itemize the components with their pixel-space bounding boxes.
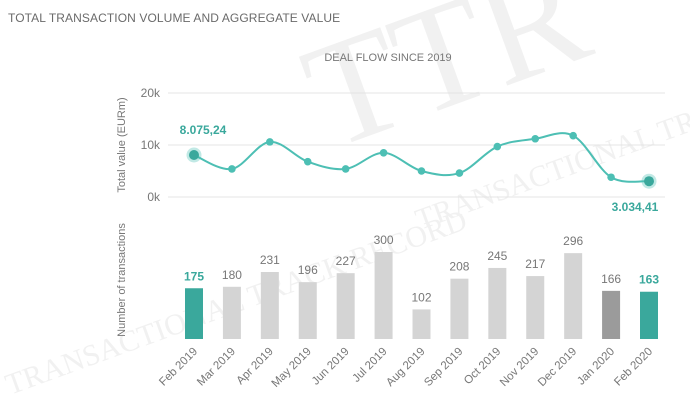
bar-data-label: 227 xyxy=(336,254,356,268)
value-point xyxy=(379,149,388,157)
x-tick-label: Feb 2019 xyxy=(157,346,200,389)
bar-data-label: 231 xyxy=(260,253,280,267)
x-tick-label: Jan 2020 xyxy=(575,346,617,388)
value-point xyxy=(189,150,199,161)
transaction-bar xyxy=(602,290,621,339)
transaction-bar xyxy=(260,272,279,339)
bar-data-label: 166 xyxy=(601,272,621,286)
transaction-bar xyxy=(222,286,241,339)
value-point xyxy=(455,169,464,177)
value-point xyxy=(644,176,654,187)
value-point xyxy=(493,142,502,151)
x-tick-label: Mar 2019 xyxy=(195,346,238,389)
bar-data-label: 245 xyxy=(487,249,507,263)
bar-data-label: 296 xyxy=(563,234,583,248)
x-tick-label: Dec 2019 xyxy=(536,346,579,389)
transaction-bar xyxy=(412,309,431,339)
bar-data-label: 180 xyxy=(222,268,242,282)
transaction-bar xyxy=(564,253,583,339)
x-tick-label: Aug 2019 xyxy=(384,346,427,389)
transaction-bar xyxy=(488,267,507,339)
value-point xyxy=(569,131,577,140)
transaction-bar xyxy=(185,288,203,339)
line-chart: 20k 10k 0k Total value (EURm) 8.075,24 3.034,… xyxy=(116,86,665,214)
x-tick-label: Jul 2019 xyxy=(350,346,389,385)
y-tick-label: 20k xyxy=(141,86,161,100)
transaction-bar xyxy=(336,273,355,339)
x-tick-label: Nov 2019 xyxy=(498,346,541,389)
x-tick-label: Jun 2019 xyxy=(310,346,352,388)
y-axis-label-bars: Number of transactions xyxy=(116,223,128,337)
bar-data-label: 163 xyxy=(639,273,659,287)
bar-data-label: 102 xyxy=(411,290,431,304)
bar-data-label: 208 xyxy=(449,260,469,274)
value-data-label: 8.075,24 xyxy=(180,123,227,137)
bar-data-label: 300 xyxy=(374,233,394,247)
bar-data-label: 217 xyxy=(525,257,545,271)
value-point xyxy=(531,134,540,143)
value-point xyxy=(607,173,615,182)
value-point xyxy=(417,167,426,175)
value-point xyxy=(341,165,350,173)
bar-data-label: 175 xyxy=(184,269,204,283)
y-tick-label: 10k xyxy=(141,138,161,152)
transaction-bar xyxy=(450,278,469,339)
x-tick-label: May 2019 xyxy=(270,346,314,390)
transaction-bar xyxy=(374,252,393,339)
y-axis-label-line: Total value (EURm) xyxy=(116,97,128,192)
bar-data-label: 196 xyxy=(298,263,318,277)
y-tick-label: 0k xyxy=(147,190,161,204)
x-tick-label: Sep 2019 xyxy=(422,346,465,389)
value-data-label: 3.034,41 xyxy=(612,200,659,214)
x-tick-label: Feb 2020 xyxy=(612,346,655,389)
value-point xyxy=(303,157,312,166)
value-point xyxy=(266,138,274,146)
page-title: TOTAL TRANSACTION VOLUME AND AGGREGATE V… xyxy=(8,11,341,25)
value-point xyxy=(228,165,236,173)
transaction-bar xyxy=(298,282,317,339)
transaction-bar xyxy=(640,291,658,339)
transaction-bar xyxy=(526,276,545,339)
chart-title: DEAL FLOW SINCE 2019 xyxy=(324,52,451,64)
